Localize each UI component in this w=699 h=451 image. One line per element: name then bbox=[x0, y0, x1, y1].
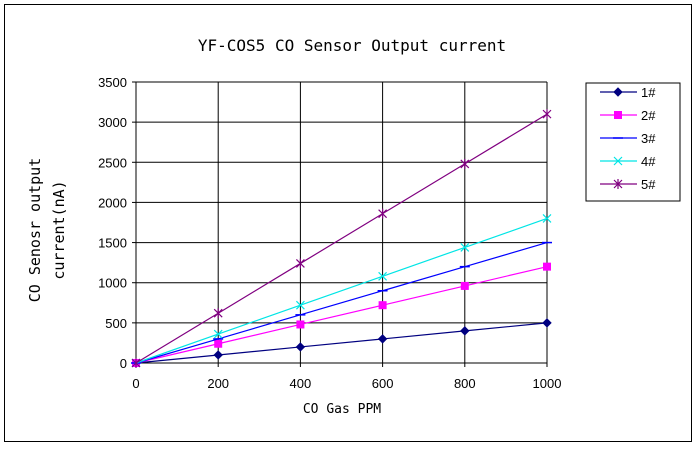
data-point bbox=[214, 339, 223, 348]
data-point bbox=[542, 109, 552, 120]
legend-marker bbox=[613, 179, 623, 189]
y-tick-label: 1500 bbox=[98, 236, 127, 251]
data-point bbox=[295, 300, 305, 310]
legend-box bbox=[585, 82, 681, 202]
x-tick-label: 600 bbox=[372, 376, 394, 391]
legend-label: 5# bbox=[641, 177, 656, 192]
series-line-1 bbox=[135, 322, 548, 364]
y-tick-label: 1000 bbox=[98, 276, 127, 291]
y-tick-label: 0 bbox=[120, 356, 127, 371]
data-point bbox=[213, 329, 223, 339]
y-axis-label-line-2: current(nA) bbox=[50, 180, 68, 279]
legend-label: 4# bbox=[641, 154, 656, 169]
chart-title: YF-COS5 CO Sensor Output current bbox=[198, 36, 506, 55]
x-axis-label: CO Gas PPM bbox=[303, 402, 381, 417]
data-point bbox=[295, 258, 305, 269]
data-point bbox=[460, 158, 470, 169]
legend-label: 2# bbox=[641, 108, 656, 123]
legend-marker bbox=[613, 87, 623, 97]
y-axis-label-line-1: CO Senosr output bbox=[26, 158, 44, 303]
y-axis-label: CO Senosr output current(nA) bbox=[26, 158, 68, 303]
data-point bbox=[213, 308, 223, 319]
x-tick-label: 1000 bbox=[533, 376, 562, 391]
x-tick-label: 200 bbox=[207, 376, 229, 391]
legend-marker bbox=[614, 111, 622, 119]
y-tick-label: 3000 bbox=[98, 115, 127, 130]
y-tick-label: 3500 bbox=[98, 75, 127, 90]
x-tick-label: 0 bbox=[132, 376, 139, 391]
data-point bbox=[460, 281, 469, 290]
data-point bbox=[378, 208, 388, 219]
data-point bbox=[460, 242, 470, 252]
data-point bbox=[296, 320, 305, 329]
x-tick-label: 400 bbox=[290, 376, 312, 391]
y-tick-label: 500 bbox=[105, 316, 127, 331]
legend-label: 3# bbox=[641, 131, 656, 146]
data-point bbox=[542, 318, 552, 328]
legend: 1# 2# 3# 4# 5# bbox=[585, 82, 681, 202]
x-tick-label: 800 bbox=[454, 376, 476, 391]
data-point bbox=[460, 326, 470, 336]
chart-frame bbox=[4, 4, 692, 442]
series-line-4 bbox=[135, 217, 548, 364]
data-point bbox=[295, 342, 306, 352]
data-point bbox=[213, 350, 223, 360]
data-point bbox=[131, 358, 141, 368]
y-tick-label: 2500 bbox=[98, 155, 127, 170]
data-point bbox=[378, 271, 388, 281]
legend-label: 1# bbox=[641, 85, 656, 100]
series-line-5 bbox=[135, 113, 548, 364]
series-line-2 bbox=[135, 266, 548, 364]
data-point bbox=[377, 334, 388, 344]
plot-area: 0 200 400 600 800 1000 0 500 1000 1500 2000 2500 300… bbox=[98, 75, 561, 391]
data-point bbox=[378, 301, 387, 310]
y-tick-label: 2000 bbox=[98, 195, 127, 210]
series-line-3 bbox=[135, 241, 548, 364]
data-point bbox=[543, 262, 551, 271]
legend-marker bbox=[613, 156, 623, 166]
data-point bbox=[542, 214, 552, 223]
